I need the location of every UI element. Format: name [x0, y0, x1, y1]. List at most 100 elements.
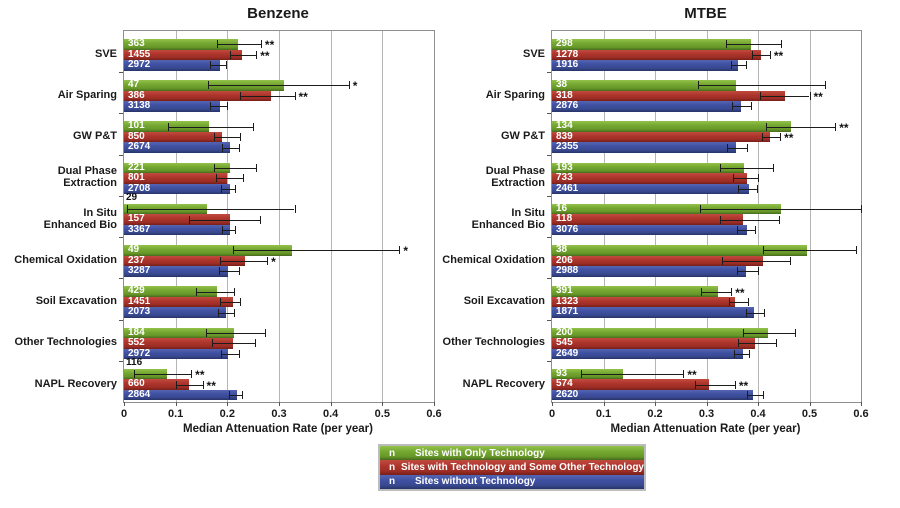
error-bar-cap: [210, 61, 212, 70]
n-count-label: 16: [556, 202, 568, 214]
category-label: Chemical Oxidation: [5, 254, 117, 266]
error-bar-cap: [749, 349, 751, 358]
bar: [552, 245, 807, 256]
bar: [124, 296, 233, 308]
significance-marker: **: [839, 120, 849, 135]
x-axis-tick: [758, 402, 759, 406]
n-count-label: 38: [556, 79, 568, 91]
x-tick-label: 0.3: [698, 408, 715, 420]
legend-label: Sites with Technology and Some Other Tec…: [401, 461, 644, 473]
n-count-label: 1871: [556, 306, 579, 318]
n-count-label: 2708: [128, 182, 151, 194]
error-bar-line: [581, 374, 684, 376]
error-bar-line: [759, 95, 810, 97]
n-count-label: 839: [556, 130, 573, 142]
mtbe-x-axis-label: Median Attenuation Rate (per year): [610, 423, 801, 435]
n-count-label: 47: [128, 79, 140, 91]
y-axis-tick: [547, 278, 551, 280]
x-axis-tick: [655, 402, 656, 406]
y-axis-tick: [119, 278, 123, 280]
significance-marker: **: [298, 89, 308, 104]
category-label-line: Extraction: [63, 177, 117, 190]
x-tick-label: 0.5: [801, 408, 818, 420]
error-bar-cap: [265, 328, 267, 337]
error-bar-cap: [861, 205, 862, 214]
error-bar-cap: [348, 81, 350, 90]
category-label: GW P&T: [5, 130, 117, 142]
error-bar-cap: [750, 102, 752, 111]
error-bar-line: [189, 219, 260, 221]
bar: [552, 101, 741, 112]
n-count-label: 2864: [128, 388, 151, 400]
gridline: [279, 31, 280, 402]
bar: [124, 60, 220, 71]
x-tick-label: 0.2: [219, 408, 235, 420]
error-bar-line: [763, 250, 856, 252]
error-bar-cap: [234, 287, 236, 296]
x-tick-label: 0.1: [595, 408, 612, 420]
error-bar-cap: [294, 91, 296, 100]
significance-marker: *: [271, 254, 276, 269]
error-bar-line: [175, 384, 203, 386]
error-bar-cap: [208, 81, 210, 90]
category-label-line: Enhanced Bio: [43, 218, 117, 231]
error-bar-line: [219, 271, 239, 273]
bar: [124, 255, 246, 267]
error-bar-line: [695, 384, 735, 386]
error-bar-cap: [720, 163, 722, 172]
category-label-line: Extraction: [491, 177, 545, 190]
error-bar-cap: [759, 91, 761, 100]
bar: [552, 389, 753, 401]
error-bar-cap: [732, 102, 734, 111]
category-label-line: GW P&T: [73, 130, 117, 143]
error-bar-cap: [215, 174, 217, 183]
category-label-line: Soil Excavation: [463, 295, 545, 308]
n-count-label: 298: [556, 38, 573, 49]
error-bar-cap: [809, 91, 811, 100]
gridline: [330, 31, 332, 402]
chart-title-mtbe: MTBE: [684, 5, 727, 22]
error-bar-cap: [225, 61, 227, 70]
x-tick-label: 0: [120, 408, 128, 420]
benzene-plot-area: 0 0.1 0.2 0.3 0.4 0.5 0.6 363 ** 1455 ** 2972 47 * 386…: [119, 30, 442, 420]
significance-marker: **: [784, 131, 794, 146]
error-bar-line: [220, 188, 236, 190]
n-count-label: 157: [128, 213, 145, 225]
n-count-label: 1323: [556, 295, 579, 307]
bar: [552, 183, 749, 195]
n-count-label: 2355: [556, 141, 579, 153]
error-bar-line: [719, 219, 779, 221]
bar: [552, 49, 762, 60]
y-axis-tick: [547, 319, 551, 321]
error-bar-cap: [747, 298, 749, 307]
error-bar-line: [728, 302, 748, 304]
error-bar-cap: [220, 349, 222, 358]
n-count-label: 93: [556, 367, 568, 379]
error-bar-cap: [781, 40, 783, 49]
error-bar-cap: [719, 215, 721, 224]
error-bar-line: [214, 137, 241, 139]
category-label-line: Enhanced Bio: [471, 218, 545, 231]
error-bar-cap: [219, 256, 221, 265]
error-bar-cap: [763, 246, 765, 255]
gridline: [382, 31, 384, 402]
error-bar-cap: [235, 226, 237, 235]
error-bar-cap: [697, 81, 699, 90]
error-bar-cap: [790, 256, 792, 265]
error-bar-line: [205, 332, 266, 334]
n-count-label: 2649: [556, 347, 579, 359]
n-count-label: 660: [128, 378, 145, 390]
error-bar-cap: [217, 308, 219, 317]
error-bar-cap: [726, 40, 728, 49]
bar: [552, 286, 718, 297]
n-count-label: 2620: [556, 388, 579, 400]
n-count-label: 118: [556, 213, 573, 225]
error-bar-cap: [217, 40, 218, 49]
bar: [124, 224, 230, 236]
x-axis-tick: [809, 402, 811, 406]
category-label-line: Chemical Oxidation: [442, 253, 545, 266]
category-label: Soil Excavation: [5, 295, 117, 307]
x-axis-tick: [175, 402, 177, 406]
bar: [124, 286, 217, 297]
error-bar-line: [765, 126, 836, 128]
